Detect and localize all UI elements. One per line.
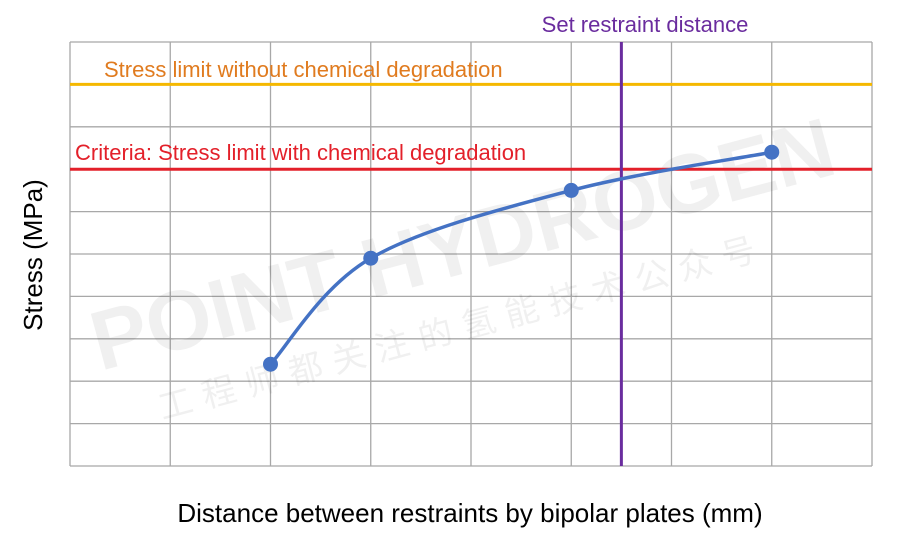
data-points — [263, 144, 780, 372]
data-point — [563, 182, 579, 198]
stress-curve — [269, 150, 773, 366]
data-point — [764, 144, 780, 160]
set-restraint-label: Set restraint distance — [542, 12, 749, 37]
x-axis-label: Distance between restraints by bipolar p… — [177, 498, 762, 528]
stress-limit-label: Stress limit without chemical degradatio… — [104, 57, 503, 82]
criteria-label: Criteria: Stress limit with chemical deg… — [75, 140, 526, 165]
data-point — [263, 356, 278, 372]
y-axis-label: Stress (MPa) — [18, 179, 48, 331]
data-point — [363, 250, 379, 266]
